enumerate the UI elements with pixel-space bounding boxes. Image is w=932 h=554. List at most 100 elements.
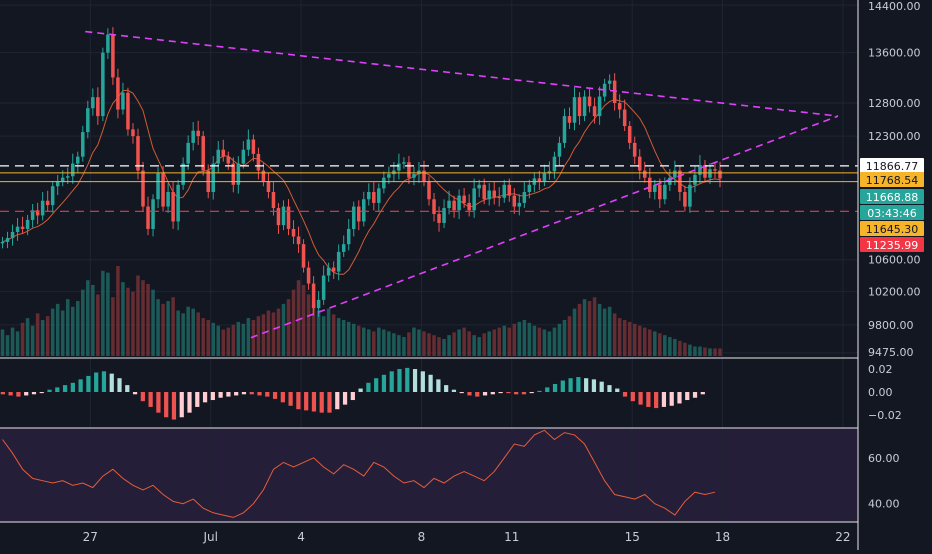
candle-body — [442, 208, 446, 223]
macd-bar — [451, 389, 457, 392]
volume-bar — [572, 308, 577, 356]
macd-bar — [311, 392, 317, 412]
macd-bar — [327, 392, 332, 413]
candle-body — [25, 219, 30, 229]
price-label-text: 03:43:46 — [867, 207, 916, 220]
time-tick-label: 22 — [835, 530, 850, 544]
macd-bar — [304, 392, 309, 411]
price-tick-label: 9800.00 — [868, 319, 914, 332]
candle-body — [336, 251, 341, 272]
price-label-box — [860, 158, 924, 173]
volume-bar — [377, 327, 381, 356]
price-label-box — [860, 189, 924, 204]
candle-body — [55, 181, 60, 187]
candle-body — [0, 241, 5, 244]
volume-bar — [316, 310, 321, 356]
volume-bar — [718, 348, 722, 356]
candle-body — [60, 177, 65, 182]
volume-bar — [65, 299, 70, 356]
volume-bar — [693, 346, 697, 356]
candle-body — [50, 186, 55, 206]
candle-body — [76, 156, 80, 164]
macd-bar — [374, 378, 379, 392]
macd-bar — [692, 392, 698, 398]
candle-body — [557, 142, 562, 157]
macd-bar — [195, 392, 200, 407]
candle-body — [201, 136, 205, 171]
macd-bar — [584, 378, 589, 392]
macd-bar — [685, 392, 690, 401]
macd-bar — [218, 392, 223, 398]
volume-bar — [20, 322, 25, 356]
macd-bar — [31, 392, 37, 395]
volume-bar — [236, 321, 241, 356]
macd-bar — [8, 392, 13, 396]
macd-bar — [490, 392, 495, 395]
volume-bar — [321, 316, 326, 356]
volume-bar — [136, 275, 140, 356]
macd-bar — [615, 388, 620, 392]
price-axis[interactable]: 14400.00 13600.00 12800.00 12300.00 10600.00… — [868, 0, 921, 511]
candle-body — [522, 191, 527, 203]
price-label-box — [860, 172, 924, 187]
macd-bar — [467, 392, 472, 396]
macd-bar — [125, 385, 130, 392]
candle-body — [10, 231, 15, 239]
price-label-box — [860, 205, 924, 220]
candle-body — [30, 210, 35, 220]
volume-bar — [653, 331, 657, 356]
macd-bar — [537, 390, 542, 392]
candle-body — [412, 174, 416, 178]
macd-bar — [646, 392, 651, 407]
macd-bar — [412, 369, 418, 392]
macd-bar — [335, 392, 340, 410]
volume-bar — [512, 323, 517, 356]
candle-body — [622, 109, 627, 127]
candle-body — [698, 164, 702, 175]
macd-bar — [350, 392, 355, 401]
macd-tick-label: −0.02 — [868, 409, 902, 422]
volume-bar — [206, 320, 210, 356]
candle-body — [266, 181, 271, 192]
volume-bar — [452, 332, 456, 356]
price-label-text: 11668.88 — [866, 191, 919, 204]
macd-bar — [94, 372, 99, 392]
candle-body — [261, 170, 266, 182]
macd-bar — [459, 392, 464, 394]
volume-bar — [708, 348, 712, 356]
time-axis[interactable]: 27 Jul 4 8 11 15 18 22 — [83, 530, 851, 544]
volume-bar — [161, 303, 165, 356]
volume-bar — [116, 266, 120, 356]
volume-bar — [25, 318, 30, 356]
macd-bar — [560, 380, 565, 392]
macd-tick-label: 0.02 — [868, 363, 893, 376]
volume-bar — [557, 323, 562, 356]
volume-bar — [70, 306, 75, 356]
macd-tick-label: 0.00 — [868, 386, 893, 399]
price-label-box — [860, 237, 924, 252]
volume-bar — [91, 284, 95, 356]
macd-bar — [16, 392, 21, 397]
price-tick-label: 14400.00 — [868, 0, 921, 13]
volume-bar — [81, 289, 85, 356]
volume-bar — [211, 322, 216, 356]
candle-body — [116, 77, 120, 110]
price-label-box — [860, 221, 924, 236]
candle-body — [367, 191, 371, 200]
volume-bar — [15, 331, 20, 356]
time-tick-label: 11 — [504, 530, 519, 544]
volume-bar — [527, 322, 532, 356]
volume-bar — [392, 333, 396, 356]
candle-body — [537, 178, 542, 182]
macd-bar — [568, 378, 573, 392]
candle-body — [111, 34, 115, 78]
macd-bar — [164, 392, 169, 418]
volume-bar — [367, 329, 371, 356]
candle-body — [356, 206, 361, 222]
volume-bar — [407, 332, 411, 356]
price-tick-label: 12800.00 — [868, 97, 921, 110]
macd-bar — [444, 385, 449, 392]
volume-bar — [587, 301, 592, 356]
candle-body — [482, 184, 486, 200]
